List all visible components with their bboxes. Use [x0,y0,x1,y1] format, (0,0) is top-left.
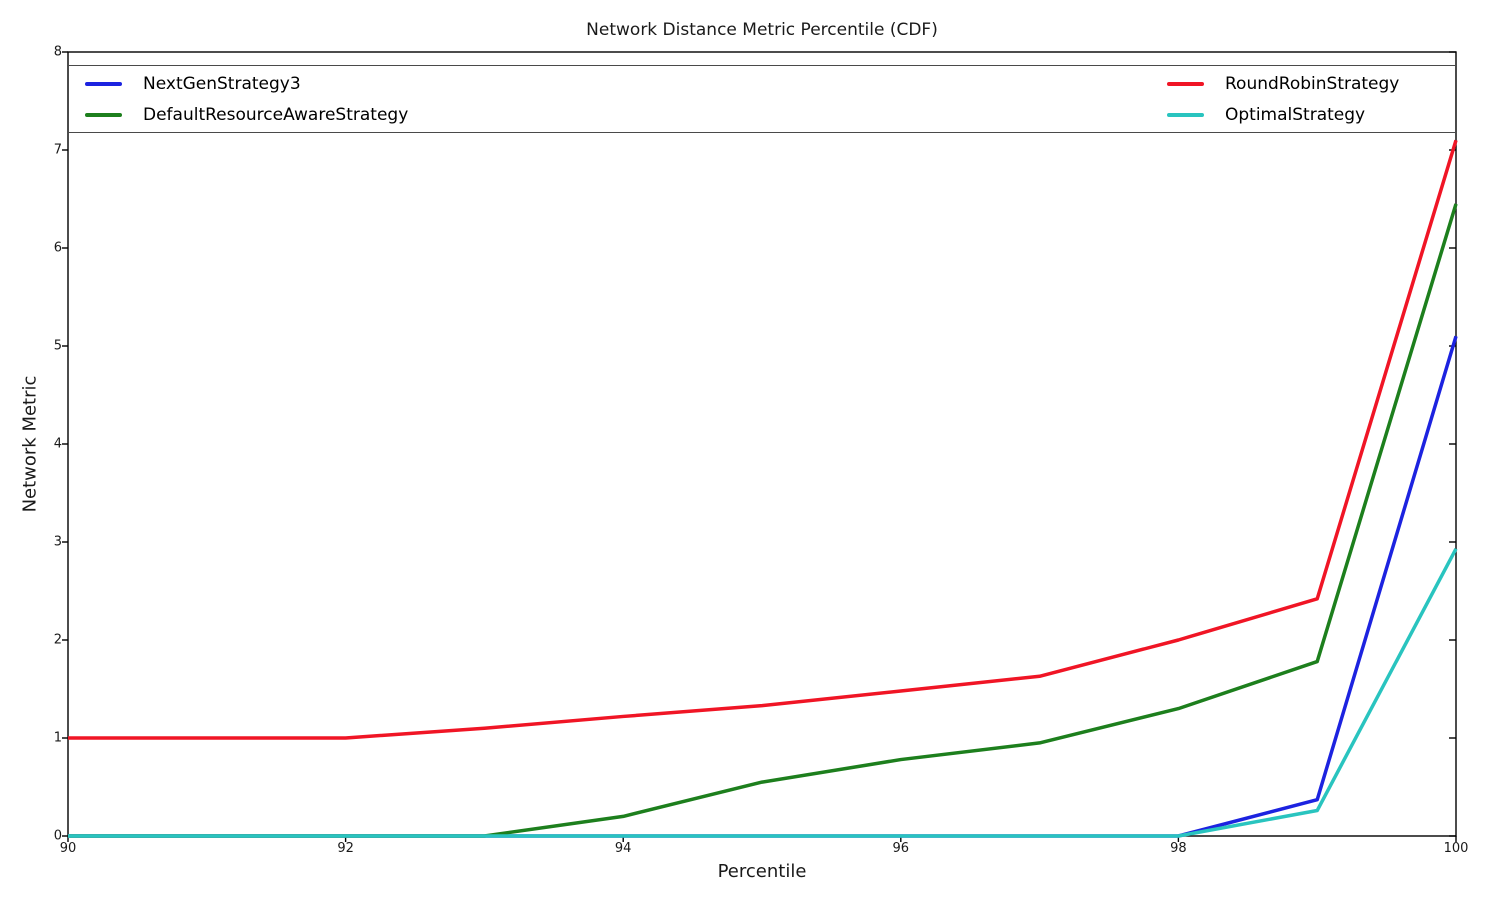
legend-column-left: NextGenStrategy3 DefaultResourceAwareStr… [85,68,408,130]
chart-title: Network Distance Metric Percentile (CDF) [586,20,938,40]
legend-line-swatch [85,112,122,117]
series-line-NextGenStrategy3 [68,335,1458,838]
y-tick-label: 3 [53,534,62,550]
x-axis-label: Percentile [717,861,807,882]
series-line-OptimalStrategy [68,548,1458,838]
legend-line-swatch [1167,112,1204,117]
legend-line-swatch [1167,81,1204,86]
x-tick-label: 94 [614,841,632,856]
y-tick-label: 7 [53,142,62,158]
legend-item: RoundRobinStrategy [1167,68,1399,99]
y-tick-label: 0 [53,828,62,844]
legend-label: RoundRobinStrategy [1225,73,1400,94]
series-line-DefaultResourceAwareStrategy [68,203,1458,838]
y-tick-label: 5 [53,338,62,354]
legend: NextGenStrategy3 DefaultResourceAwareStr… [68,65,1456,133]
x-tick-label: 98 [1170,841,1187,856]
y-tick-label: 6 [53,240,62,256]
y-tick-label: 2 [53,632,62,648]
x-tick-label: 96 [892,841,910,856]
y-tick-label: 8 [53,44,62,60]
legend-item: OptimalStrategy [1167,99,1399,130]
x-tick-label: 92 [337,841,354,856]
legend-item: NextGenStrategy3 [85,68,408,99]
y-axis-label: Network Metric [19,375,41,513]
plot-frame [67,51,1457,837]
y-tick-label: 1 [53,730,62,746]
legend-line-swatch [85,81,122,86]
legend-column-right: RoundRobinStrategy OptimalStrategy [1167,68,1399,130]
legend-label: OptimalStrategy [1225,104,1366,125]
legend-item: DefaultResourceAwareStrategy [85,99,408,130]
y-tick-label: 4 [53,436,62,452]
x-tick-label: 90 [59,841,77,856]
legend-label: DefaultResourceAwareStrategy [143,104,409,125]
x-tick-label: 100 [1443,841,1469,856]
legend-label: NextGenStrategy3 [143,73,301,94]
series-line-RoundRobinStrategy [68,139,1458,740]
